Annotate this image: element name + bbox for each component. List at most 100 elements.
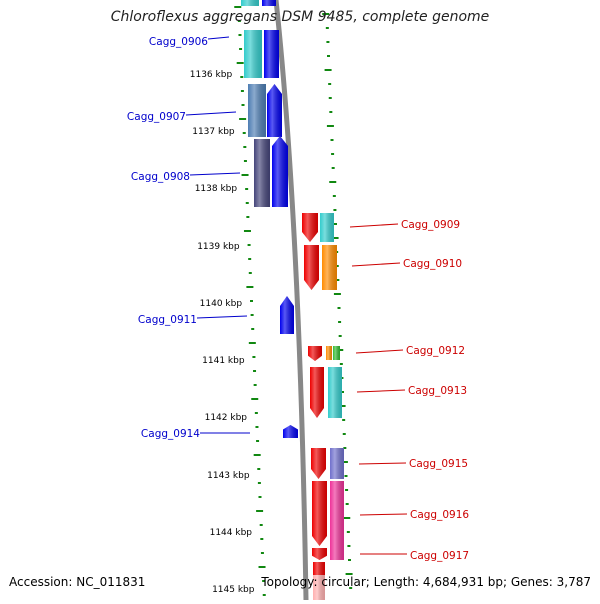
tick-mark-right xyxy=(342,419,346,421)
tick-mark-right xyxy=(327,55,330,57)
gene-box-0910-shade xyxy=(322,245,337,290)
tick-mark-left xyxy=(239,48,243,50)
gene-box-0916-shade xyxy=(330,481,344,560)
gene-box-top-shade xyxy=(241,0,259,6)
map-title: Chloroflexus aggregans DSM 9485, complet… xyxy=(110,9,490,25)
tick-mark-right xyxy=(324,69,332,71)
kbp-label: 1138 kbp xyxy=(195,184,238,194)
gene-label[interactable]: Cagg_0917 xyxy=(410,550,469,562)
tick-mark-left xyxy=(250,314,254,316)
gene-label[interactable]: Cagg_0910 xyxy=(403,258,462,270)
gene-labels[interactable]: Cagg_0906 Cagg_0907 Cagg_0908 Cagg_0909 Cagg… xyxy=(127,36,469,562)
gene-label[interactable]: Cagg_0906 xyxy=(149,36,208,48)
tick-mark-right xyxy=(340,461,348,463)
tick-mark-left xyxy=(248,342,256,344)
topology-text: Topology: circular; Length: 4,684,931 bp… xyxy=(261,575,591,589)
tick-mark-right xyxy=(336,279,340,281)
tick-mark-right xyxy=(331,237,339,239)
tick-mark-left xyxy=(258,496,262,498)
gene-box-0912a-shade xyxy=(326,346,332,360)
tick-mark-right xyxy=(332,195,336,197)
tick-mark-left xyxy=(256,440,260,442)
tick-mark-right xyxy=(333,293,341,295)
kbp-label: 1139 kbp xyxy=(197,242,240,252)
tick-mark-right xyxy=(334,223,337,225)
tick-mark-left xyxy=(243,146,247,148)
tick-mark-right xyxy=(343,517,351,519)
tick-mark-left xyxy=(260,552,264,554)
gene-label[interactable]: Cagg_0907 xyxy=(127,111,186,123)
tick-mark-left xyxy=(250,300,253,302)
gene-label-leader xyxy=(355,349,404,354)
tick-mark-right xyxy=(331,153,335,155)
tick-mark-right xyxy=(329,111,333,113)
tick-mark-left xyxy=(257,468,261,470)
tick-mark-left xyxy=(240,76,244,78)
tick-mark-left xyxy=(234,6,242,8)
tick-mark-right xyxy=(345,489,349,491)
tick-mark-right xyxy=(326,41,330,43)
gene-box-0906-shade xyxy=(244,30,262,78)
tick-mark-right xyxy=(343,447,347,449)
gene-rev-0909-shade xyxy=(302,213,318,242)
gene-label[interactable]: Cagg_0916 xyxy=(410,509,469,521)
gene-box-0915-shade xyxy=(330,448,344,479)
tick-mark-left xyxy=(241,104,245,106)
gene-label[interactable]: Cagg_0908 xyxy=(131,171,190,183)
tick-mark-left xyxy=(254,412,258,414)
gene-box-0908-shade xyxy=(254,139,270,207)
gene-box-0913-shade xyxy=(328,367,342,418)
tick-mark-right xyxy=(346,531,350,533)
kbp-label: 1137 kbp xyxy=(192,127,235,137)
tick-mark-left xyxy=(256,510,264,512)
tick-mark-right xyxy=(348,559,351,561)
tick-mark-left xyxy=(252,356,256,358)
gene-label-leader xyxy=(358,462,407,465)
gene-rev-0915-shade xyxy=(311,448,326,479)
tick-mark-right xyxy=(328,97,332,99)
gene-label[interactable]: Cagg_0913 xyxy=(408,385,467,397)
kbp-label: 1142 kbp xyxy=(205,413,248,423)
gene-fwd-0911-shade xyxy=(280,296,294,334)
gene-rev-0913-shade xyxy=(310,367,324,418)
tick-mark-right xyxy=(347,545,351,547)
gene-rev-bottom-pale-shade xyxy=(313,575,325,600)
tick-mark-left xyxy=(260,538,264,540)
tick-mark-left xyxy=(255,426,259,428)
gene-label-leader xyxy=(356,389,406,393)
tick-mark-left xyxy=(243,160,247,162)
tick-mark-right xyxy=(338,321,342,323)
tick-mark-left xyxy=(238,34,242,36)
kbp-label: 1144 kbp xyxy=(210,528,253,538)
tick-mark-left xyxy=(237,20,241,22)
tick-mark-right xyxy=(338,335,342,337)
tick-mark-left xyxy=(236,62,244,64)
gene-label[interactable]: Cagg_0911 xyxy=(138,314,197,326)
tick-mark-right xyxy=(322,13,330,15)
tick-mark-left xyxy=(259,524,263,526)
gene-label[interactable]: Cagg_0914 xyxy=(141,428,200,440)
tick-mark-right xyxy=(325,27,329,29)
tick-mark-left xyxy=(253,370,257,372)
gene-box-0912b-shade xyxy=(333,346,340,360)
gene-rev-0912-shade xyxy=(308,346,322,361)
gene-features[interactable] xyxy=(241,0,344,600)
gene-label-leader xyxy=(207,36,230,40)
tick-mark-left xyxy=(253,384,257,386)
gene-label[interactable]: Cagg_0915 xyxy=(409,458,468,470)
gene-label[interactable]: Cagg_0912 xyxy=(406,345,465,357)
tick-mark-left xyxy=(258,566,266,568)
tick-mark-right xyxy=(326,125,334,127)
tick-mark-right xyxy=(342,433,346,435)
gene-label-leader xyxy=(185,111,237,116)
tick-mark-right xyxy=(331,167,335,169)
gene-fwd-0907-shade xyxy=(267,84,282,137)
tick-mark-right xyxy=(338,405,346,407)
gene-rev-0917-shade xyxy=(312,548,327,560)
tick-mark-left xyxy=(243,230,251,232)
tick-mark-left xyxy=(246,286,254,288)
gene-label[interactable]: Cagg_0909 xyxy=(401,219,460,231)
kbp-label: 1145 kbp xyxy=(212,585,255,595)
kbp-label: 1140 kbp xyxy=(200,299,243,309)
